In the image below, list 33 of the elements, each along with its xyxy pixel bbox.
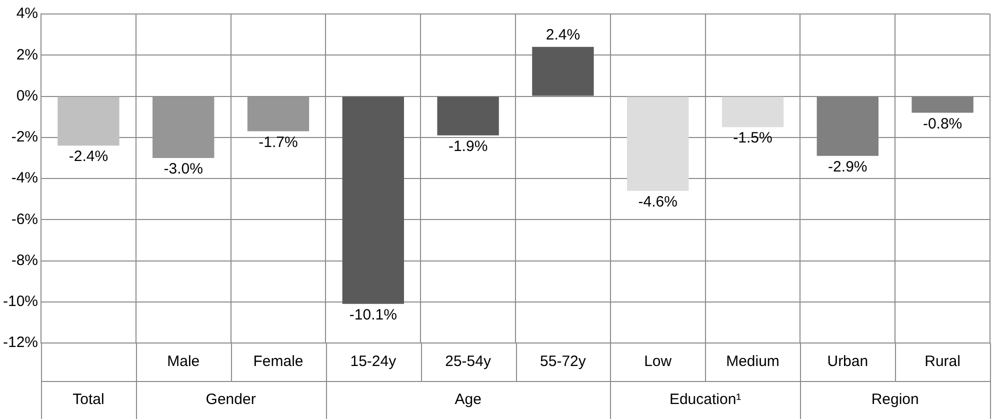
x-tick-label: 55-72y [540, 353, 586, 370]
y-tick-label: -10% [2, 293, 38, 310]
data-label: -1.5% [733, 130, 772, 147]
x-tick-label: Urban [827, 353, 868, 370]
x-tick-label: 15-24y [350, 353, 397, 370]
x-tick-label: Medium [726, 353, 780, 370]
y-tick-label: 4% [16, 5, 38, 22]
y-tick-label: -8% [11, 252, 38, 269]
text: Age [454, 391, 482, 408]
text: Region [871, 391, 919, 408]
data-label: -2.4% [68, 148, 108, 166]
y-tick-label: -12% [2, 334, 38, 352]
data-label: -0.8% [922, 115, 962, 132]
x-tick-label: 25-54y [445, 353, 492, 370]
x-tick-label: Male [167, 353, 200, 370]
y-tick-label: -4% [11, 170, 38, 187]
data-label: -10.1% [349, 306, 397, 324]
y-tick-label: -6% [11, 210, 38, 228]
x-tick-label: Female [253, 353, 304, 370]
x-tick-label: Low [644, 353, 672, 370]
text: Total [72, 391, 104, 408]
data-label: -4.6% [638, 193, 678, 210]
data-label: 2.4% [546, 26, 580, 44]
text: Gender [206, 391, 256, 408]
y-tick-label: 2% [16, 46, 38, 64]
y-tick-label: 0% [16, 87, 38, 104]
data-label: -2.9% [828, 158, 868, 176]
text: Education¹ [669, 391, 742, 408]
y-tick-label: -2% [11, 128, 38, 146]
data-label: -1.9% [448, 138, 488, 155]
data-label: -3.0% [164, 160, 203, 178]
x-tick-label: Rural [924, 353, 960, 370]
data-label: -1.7% [258, 134, 298, 151]
